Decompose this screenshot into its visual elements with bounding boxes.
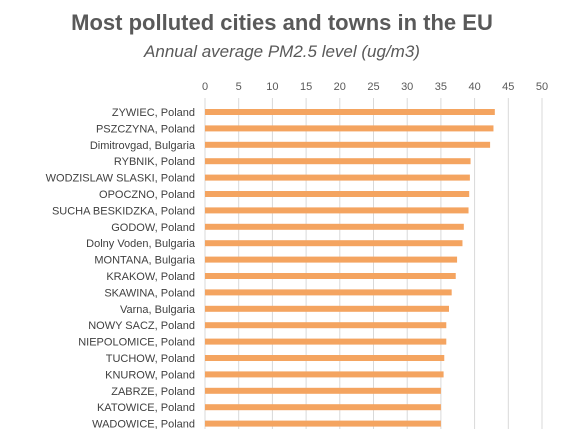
category-label: NIEPOLOMICE, Poland [78,337,195,349]
x-tick-label: 20 [334,81,346,93]
category-label: KATOWICE, Poland [97,402,195,414]
category-label: WADOWICE, Poland [92,419,195,429]
x-tick-label: 15 [300,81,312,93]
x-tick-label: 50 [536,81,548,93]
bar [205,223,464,230]
category-label: TUCHOW, Poland [106,353,195,365]
category-label: PSZCZYNA, Poland [96,123,195,135]
bar [205,305,449,312]
category-label: KRAKOW, Poland [106,271,195,283]
category-label: SKAWINA, Poland [104,287,195,299]
bar [205,355,445,361]
category-label: KNUROW, Poland [105,369,195,381]
bar [205,420,441,427]
category-label: Dolny Voden, Bulgaria [86,238,196,250]
bar [205,273,456,279]
bar [205,109,495,115]
x-axis-ticks: 0 5 10 15 20 25 30 35 40 45 50 [202,81,548,93]
category-label: ZYWIEC, Poland [112,107,195,119]
bar [205,371,444,378]
category-label: WODZISLAW SLASKI, Poland [46,173,195,185]
x-tick-label: 45 [502,81,514,93]
category-label: Varna, Bulgaria [120,304,196,316]
x-tick-label: 25 [367,81,379,93]
bar [205,256,458,263]
category-label: OPOCZNO, Poland [99,189,195,201]
chart-subtitle: Annual average PM2.5 level (ug/m3) [144,42,420,61]
category-label: MONTANA, Bulgaria [94,255,196,267]
x-tick-label: 40 [468,81,480,93]
x-tick-label: 35 [435,81,447,93]
category-label: ZABRZE, Poland [111,386,195,398]
bars [205,109,495,427]
x-tick-label: 0 [202,81,208,93]
bar [205,240,463,247]
bar [205,404,441,411]
category-label: GODOW, Poland [111,222,195,234]
x-tick-label: 5 [236,81,242,93]
bar [205,174,470,181]
chart-title: Most polluted cities and towns in the EU [71,10,493,35]
bar [205,158,471,165]
category-label: NOWY SACZ, Poland [88,320,195,332]
bar [205,289,452,296]
x-tick-label: 30 [401,81,413,93]
category-labels: ZYWIEC, Poland PSZCZYNA, Poland Dimitrovga… [46,107,196,429]
category-label: SUCHA BESKIDZKA, Poland [52,205,195,217]
x-tick-label: 10 [266,81,278,93]
bar [205,387,441,394]
bar [205,125,494,132]
bar [205,207,469,214]
category-label: RYBNIK, Poland [114,156,195,168]
bar [205,338,447,345]
bar [205,141,491,148]
category-label: Dimitrovgad, Bulgaria [90,140,196,152]
bar [205,191,470,197]
bar [205,322,447,329]
